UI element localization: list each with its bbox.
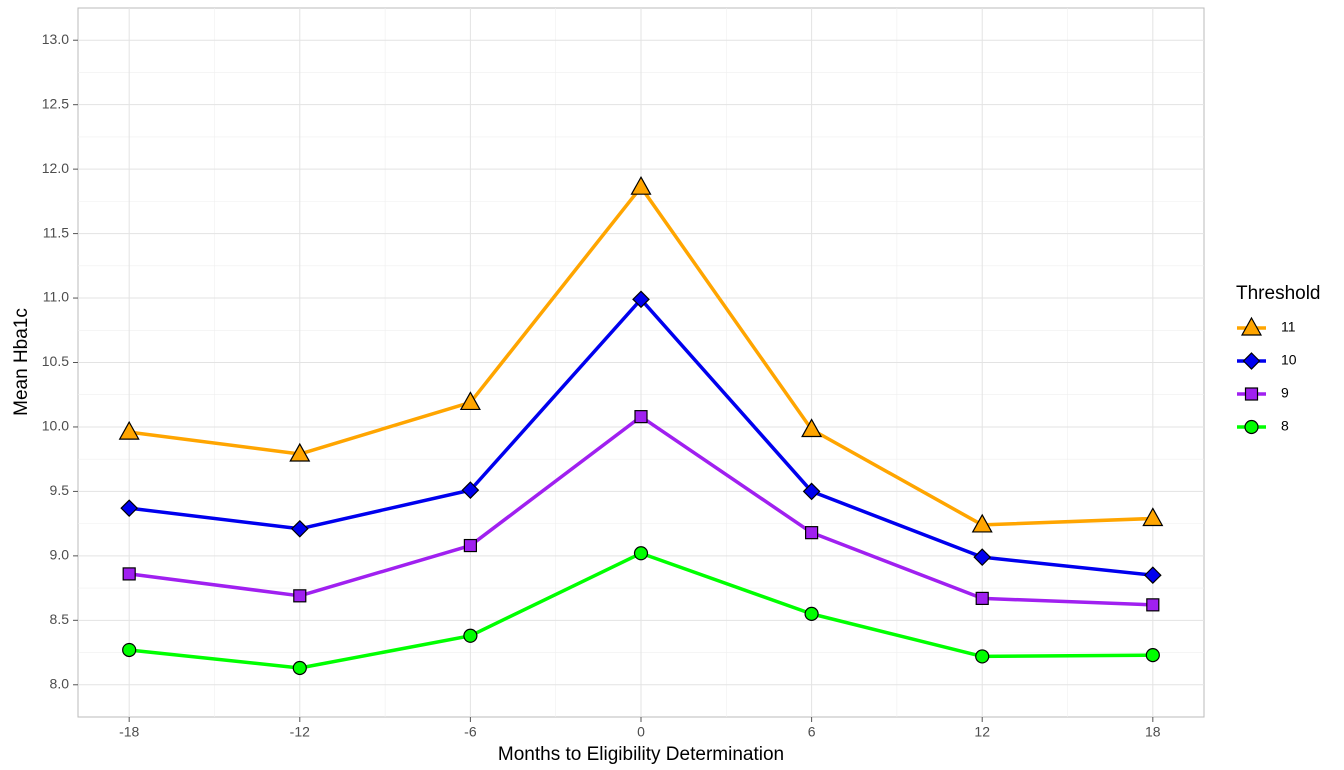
legend-marker <box>1244 387 1259 401</box>
marker <box>1142 507 1164 527</box>
legend-item: 8 <box>1237 418 1289 435</box>
marker <box>122 567 136 581</box>
legend-marker <box>1244 419 1259 435</box>
x-tick-label: 0 <box>637 724 645 740</box>
y-tick-label: 11.5 <box>43 224 69 240</box>
legend-marker <box>1240 316 1263 336</box>
x-tick-label: 6 <box>808 724 816 740</box>
marker <box>805 526 819 540</box>
x-axis-title: Months to Eligibility Determination <box>498 744 784 765</box>
legend-item: 9 <box>1237 385 1289 401</box>
marker <box>1146 598 1160 612</box>
marker <box>293 589 307 603</box>
marker <box>463 538 477 553</box>
x-tick-label: -12 <box>290 724 310 740</box>
marker <box>459 391 481 411</box>
marker <box>973 548 992 567</box>
marker <box>122 642 137 658</box>
x-tick-label: -6 <box>464 724 477 740</box>
marker <box>461 481 480 499</box>
marker <box>801 418 823 438</box>
marker <box>975 649 990 664</box>
y-tick-label: 9.0 <box>50 547 70 563</box>
legend-label: 10 <box>1281 352 1297 368</box>
legend-label: 9 <box>1281 385 1289 401</box>
marker <box>289 442 311 462</box>
marker <box>634 410 648 424</box>
marker <box>1143 566 1162 585</box>
marker <box>632 290 650 309</box>
y-tick-label: 11.0 <box>43 289 69 305</box>
y-tick-label: 10.0 <box>42 418 69 434</box>
marker <box>971 513 993 533</box>
y-tick-label: 13.0 <box>42 31 69 47</box>
marker <box>292 660 307 676</box>
y-tick-label: 9.5 <box>50 482 70 498</box>
y-tick-label: 12.5 <box>42 95 69 111</box>
y-tick-label: 10.5 <box>42 353 69 369</box>
x-tick-label: 12 <box>974 724 990 740</box>
y-tick-label: 8.0 <box>50 675 70 691</box>
marker <box>802 482 821 501</box>
legend-item: 11 <box>1237 316 1296 336</box>
x-tick-label: 18 <box>1145 724 1161 740</box>
marker <box>118 420 140 440</box>
marker <box>804 606 819 621</box>
y-tick-label: 8.5 <box>50 611 70 627</box>
marker <box>633 546 649 561</box>
y-axis-title: Mean Hba1c <box>11 308 32 416</box>
legend-item: 10 <box>1237 352 1297 370</box>
marker <box>975 591 989 606</box>
marker <box>290 519 309 538</box>
marker <box>463 628 478 643</box>
marker <box>120 499 139 518</box>
legend-marker <box>1242 352 1261 370</box>
legend-label: 8 <box>1281 418 1289 434</box>
legend-label: 11 <box>1281 319 1296 335</box>
x-tick-label: -18 <box>119 724 139 740</box>
legend-title: Threshold <box>1236 283 1321 304</box>
marker <box>630 175 652 195</box>
y-tick-label: 12.0 <box>42 160 69 176</box>
marker <box>1145 648 1160 663</box>
